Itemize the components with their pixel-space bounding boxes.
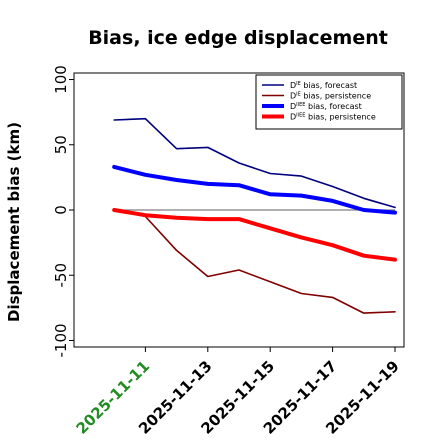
chart-title: Bias, ice edge displacement xyxy=(88,27,388,49)
series-line-2 xyxy=(113,209,396,314)
x-axis-ticks: 2025-11-112025-11-132025-11-152025-11-17… xyxy=(73,347,403,438)
y-axis-label: Displacement bias (km) xyxy=(5,122,23,322)
legend-box xyxy=(255,74,403,130)
series-line-1 xyxy=(113,117,396,209)
series-line-3 xyxy=(112,164,397,215)
legend-entry: DIIEE bias, persistence xyxy=(290,113,376,122)
y-tick-label: 0 xyxy=(52,205,70,215)
y-tick-label: -100 xyxy=(52,323,70,357)
y-axis-ticks: -100 -50 0 50 100 xyxy=(52,65,74,357)
series-layer xyxy=(112,117,397,314)
y-tick-label: -50 xyxy=(52,263,70,288)
series-line-4 xyxy=(112,208,397,262)
legend-entry: DIE bias, forecast xyxy=(290,81,357,90)
y-tick-label: 100 xyxy=(52,65,70,94)
legend-entry: DIIEE bias, forecast xyxy=(290,102,362,111)
y-tick-label: 50 xyxy=(52,135,70,154)
legend-entry: DIE bias, persistence xyxy=(290,92,371,101)
